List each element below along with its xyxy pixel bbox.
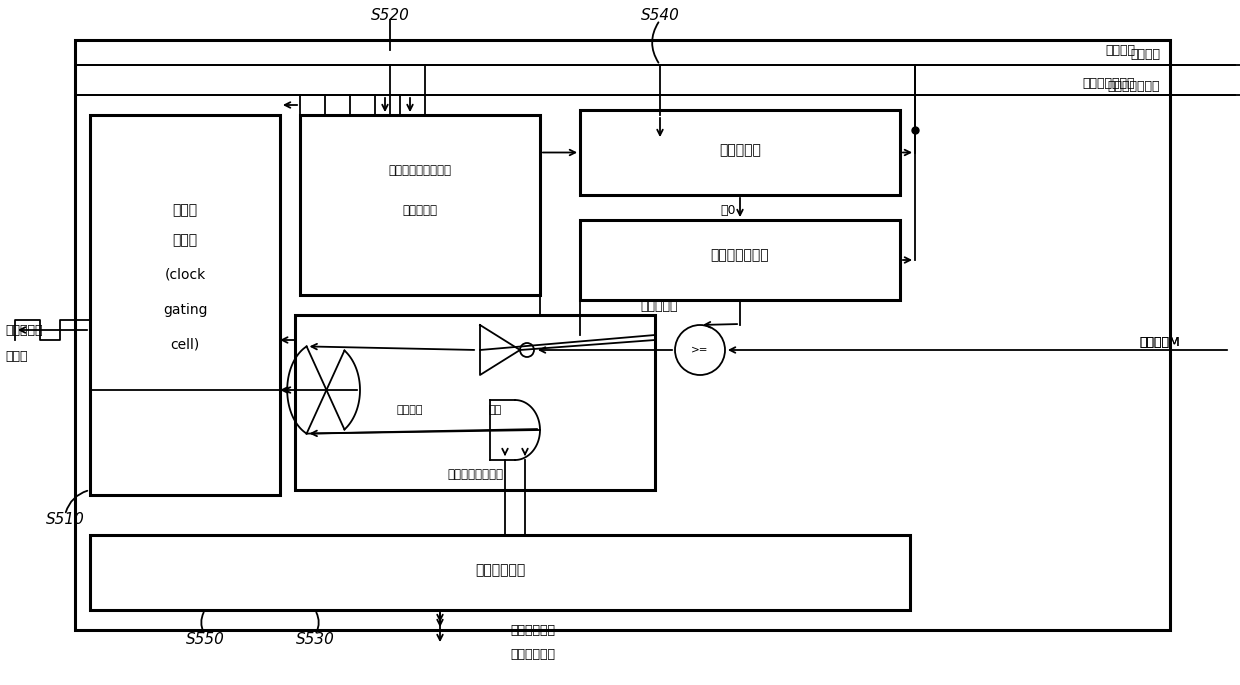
- Text: S530: S530: [295, 632, 335, 647]
- Text: 处理器调频: 处理器调频: [5, 323, 42, 336]
- Text: 调频参数M: 调频参数M: [1140, 336, 1180, 349]
- Text: 系统时钟: 系统时钟: [1105, 44, 1135, 57]
- Text: S550: S550: [186, 632, 224, 647]
- Text: 清0: 清0: [720, 203, 735, 216]
- Text: 总线接口单元: 总线接口单元: [475, 563, 525, 577]
- Text: >=: >=: [691, 345, 709, 355]
- Text: 时钟关断数: 时钟关断数: [640, 301, 677, 314]
- Text: cell): cell): [170, 338, 200, 352]
- Bar: [91, 115, 280, 495]
- Text: 处理器初始时钟: 处理器初始时钟: [1107, 81, 1159, 93]
- Text: 关断控制逻辑单元: 关断控制逻辑单元: [446, 469, 503, 482]
- Text: 调频参数M: 调频参数M: [1140, 336, 1180, 349]
- Bar: [300, 115, 539, 295]
- Text: 处理器接收的: 处理器接收的: [510, 623, 556, 636]
- Text: 系统时钟采样信号产: 系统时钟采样信号产: [388, 164, 451, 177]
- Text: 有效: 有效: [489, 405, 502, 415]
- Bar: [295, 315, 655, 490]
- Text: S520: S520: [371, 8, 409, 23]
- Text: S540: S540: [641, 8, 680, 23]
- Text: 处理器初始时钟: 处理器初始时钟: [1083, 77, 1135, 90]
- Bar: [74, 40, 1171, 630]
- Text: (clock: (clock: [165, 268, 206, 282]
- Text: 总线响应信号: 总线响应信号: [510, 649, 556, 662]
- Text: 生逻辑单元: 生逻辑单元: [403, 203, 438, 216]
- Text: 后时钟: 后时钟: [5, 351, 27, 364]
- Text: S510: S510: [46, 512, 84, 527]
- Text: 控单元: 控单元: [172, 233, 197, 247]
- Text: 时钟计数器: 时钟计数器: [719, 143, 761, 157]
- Bar: [580, 220, 900, 300]
- Text: 时钟关断计数器: 时钟关断计数器: [711, 248, 769, 262]
- Text: gating: gating: [162, 303, 207, 317]
- Bar: [580, 110, 900, 195]
- Text: 时钟门: 时钟门: [172, 203, 197, 217]
- Text: 系统时钟: 系统时钟: [1130, 49, 1159, 62]
- Text: 总线响应: 总线响应: [397, 405, 423, 415]
- Bar: [91, 535, 910, 610]
